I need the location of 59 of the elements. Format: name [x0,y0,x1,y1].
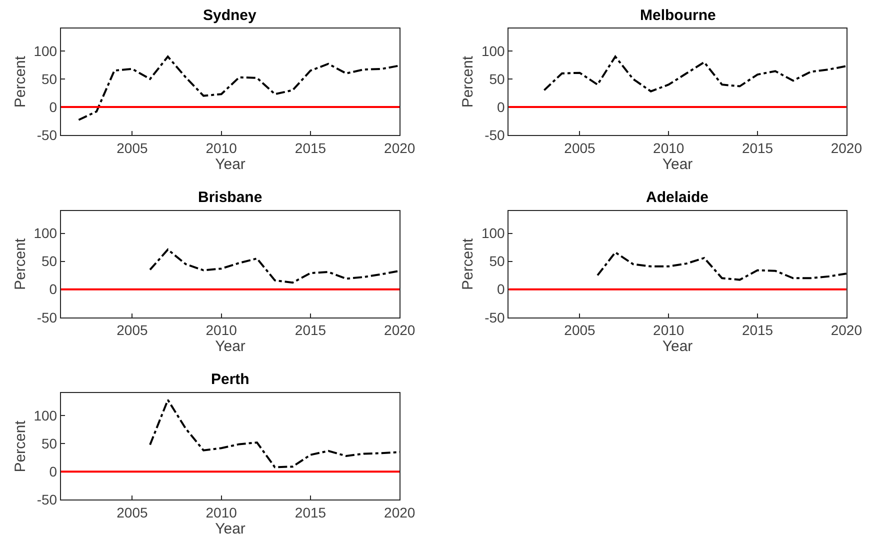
y-axis-title: Percent [12,237,29,290]
x-tick-label: 2010 [653,322,684,338]
x-tick-label: 2015 [294,322,326,338]
y-tick-label: 50 [42,436,58,452]
chart-title: Melbourne [640,7,716,24]
x-axis-title: Year [662,156,693,173]
y-tick-label: 100 [34,42,58,59]
x-axis-title: Year [215,338,246,356]
y-tick-label: -50 [484,126,506,143]
x-axis-title: Year [215,520,246,538]
y-axis-title: Percent [12,420,29,472]
x-tick-label: 2010 [206,140,238,156]
line-series [543,56,846,92]
y-tick-label: 100 [481,225,506,242]
chart-title: Brisbane [198,189,262,206]
y-tick-label: -50 [36,309,58,326]
x-tick-label: 2005 [564,140,596,156]
x-tick-label: 2015 [742,140,774,156]
y-axis-title: Percent [12,55,29,108]
x-axis-title: Year [662,338,693,356]
y-tick-label: 50 [489,70,506,87]
x-tick-label: 2005 [116,322,148,338]
chart-title: Adelaide [646,189,709,206]
x-tick-label: 2015 [294,140,326,156]
y-axis-title: Percent [460,237,477,290]
x-tick-label: 2005 [564,322,596,338]
y-tick-label: 0 [49,98,58,115]
x-tick-label: 2015 [742,322,774,338]
y-tick-label: -50 [484,309,506,326]
y-axis-title: Percent [460,55,477,108]
chart-title: Perth [211,371,250,388]
x-tick-label: 2005 [116,140,148,156]
y-tick-label: 0 [497,281,506,298]
x-tick-label: 2010 [653,140,684,156]
y-tick-label: -50 [36,126,58,143]
x-tick-label: 2005 [116,504,148,520]
x-tick-label: 2010 [206,322,238,338]
x-tick-label: 2020 [384,140,416,156]
x-tick-label: 2020 [830,140,862,156]
y-tick-label: 100 [34,225,58,242]
y-tick-label: 0 [497,98,506,115]
x-tick-label: 2020 [384,504,416,520]
y-tick-label: 50 [42,70,58,87]
y-tick-label: 50 [42,253,58,270]
x-tick-label: 2020 [384,322,416,338]
line-series [149,248,400,284]
y-tick-label: 0 [49,281,58,298]
x-tick-label: 2010 [206,504,238,520]
y-tick-label: 0 [49,464,58,480]
y-tick-label: 100 [481,42,506,59]
y-tick-label: 50 [489,253,506,270]
y-tick-label: -50 [36,492,58,508]
y-tick-label: 100 [34,408,58,424]
x-tick-label: 2015 [294,504,326,520]
x-axis-title: Year [215,156,246,173]
chart-title: Sydney [203,7,258,24]
x-tick-label: 2020 [830,322,862,338]
line-series [78,56,400,121]
line-series [596,251,846,281]
